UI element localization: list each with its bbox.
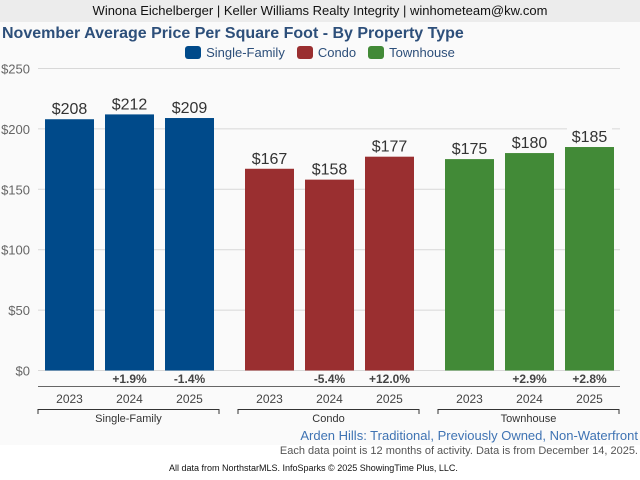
y-tick-label: $0 bbox=[16, 364, 30, 379]
bar-label-bg bbox=[107, 94, 152, 113]
x-tick-label: 2025 bbox=[376, 392, 403, 406]
x-tick-label: 2024 bbox=[316, 392, 343, 406]
bar-label-bg bbox=[567, 127, 612, 146]
change-label: +2.8% bbox=[572, 372, 607, 386]
legend-swatch-single-family bbox=[185, 46, 202, 59]
bar-value-label: $209 bbox=[172, 100, 208, 117]
bar bbox=[245, 168, 294, 371]
data-credit: All data from NorthstarMLS. InfoSparks ©… bbox=[169, 463, 458, 473]
bar bbox=[445, 159, 494, 371]
group-bracket bbox=[237, 409, 420, 414]
chart-title: November Average Price Per Square Foot -… bbox=[2, 25, 464, 42]
bar bbox=[305, 179, 354, 371]
legend-swatch-townhouse bbox=[368, 46, 385, 59]
group-label: Single-Family bbox=[95, 413, 162, 425]
agent-header: Winona Eichelberger | Keller Williams Re… bbox=[0, 0, 640, 22]
legend-item-condo[interactable]: Condo bbox=[296, 45, 357, 60]
group-bracket bbox=[437, 409, 620, 414]
bar-value-label: $158 bbox=[312, 162, 348, 179]
bar-label-bg bbox=[367, 136, 412, 155]
bar-value-label: $208 bbox=[52, 101, 88, 118]
x-tick-label: 2023 bbox=[56, 392, 83, 406]
x-tick-label: 2025 bbox=[176, 392, 203, 406]
change-label: +12.0% bbox=[369, 372, 410, 386]
bar-value-label: $175 bbox=[452, 141, 488, 158]
y-tick-label: $150 bbox=[1, 182, 30, 197]
y-tick-label: $50 bbox=[8, 303, 30, 318]
bar-label-bg bbox=[307, 159, 352, 178]
y-tick-label: $250 bbox=[1, 62, 30, 77]
chart-subtitle: Arden Hills: Traditional, Previously Own… bbox=[300, 428, 638, 443]
change-label: -1.4% bbox=[174, 372, 206, 386]
y-tick-label: $200 bbox=[1, 122, 30, 137]
group-label: Condo bbox=[312, 413, 344, 425]
bar bbox=[45, 119, 94, 371]
bar-label-bg bbox=[447, 139, 492, 158]
x-tick-label: 2025 bbox=[576, 392, 603, 406]
data-note: Each data point is 12 months of activity… bbox=[279, 445, 638, 457]
legend-item-townhouse[interactable]: Townhouse bbox=[368, 45, 455, 60]
y-tick-label: $100 bbox=[1, 243, 30, 258]
bar bbox=[365, 156, 414, 371]
bar bbox=[165, 118, 214, 371]
change-label: -5.4% bbox=[314, 372, 346, 386]
bar-value-label: $167 bbox=[252, 151, 288, 168]
legend-item-single-family[interactable]: Single-Family bbox=[185, 45, 285, 60]
legend-label: Townhouse bbox=[389, 45, 455, 60]
x-tick-label: 2023 bbox=[256, 392, 283, 406]
change-label: +2.9% bbox=[512, 372, 547, 386]
bar-chart: $0 $50 $100 $150 $200 $250 $208 2023 $212 +1.9% 20… bbox=[1, 62, 620, 425]
group-label: Townhouse bbox=[501, 413, 557, 425]
bar-value-label: $180 bbox=[512, 135, 548, 152]
bar-label-bg bbox=[507, 133, 552, 152]
bar bbox=[505, 153, 554, 371]
bar-label-bg bbox=[47, 99, 92, 118]
x-tick-label: 2024 bbox=[516, 392, 543, 406]
x-tick-label: 2023 bbox=[456, 392, 483, 406]
legend-label: Condo bbox=[317, 45, 357, 60]
bar-value-label: $212 bbox=[112, 96, 148, 113]
bar-label-bg bbox=[247, 148, 292, 167]
bar-value-label: $185 bbox=[572, 129, 608, 146]
legend: Single-Family Condo Townhouse bbox=[0, 45, 640, 60]
bar-label-bg bbox=[167, 98, 212, 117]
legend-swatch-condo bbox=[296, 46, 313, 59]
change-label: +1.9% bbox=[112, 372, 147, 386]
bar-value-label: $177 bbox=[372, 139, 408, 156]
group-bracket bbox=[37, 409, 220, 414]
bar bbox=[565, 147, 614, 371]
legend-label: Single-Family bbox=[206, 45, 285, 60]
bar bbox=[105, 114, 154, 371]
x-tick-label: 2024 bbox=[116, 392, 143, 406]
